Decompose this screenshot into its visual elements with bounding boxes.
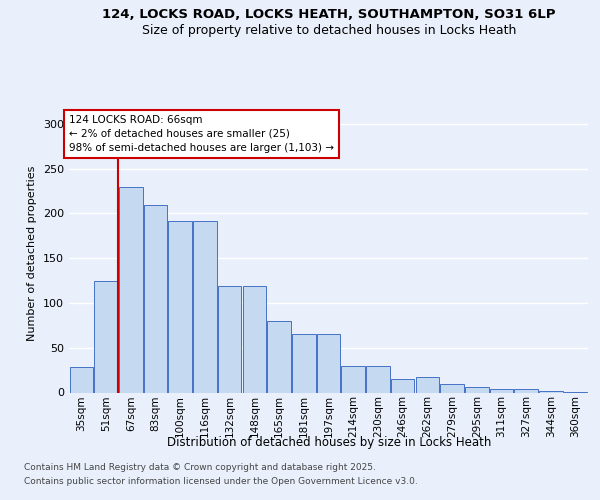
Bar (242, 286, 266, 393)
Bar (144, 204, 167, 392)
Text: Contains public sector information licensed under the Open Government Licence v3: Contains public sector information licen… (24, 477, 418, 486)
Bar (169, 220, 192, 392)
Bar (218, 286, 241, 393)
Bar (94, 280, 118, 392)
Text: Size of property relative to detached houses in Locks Heath: Size of property relative to detached ho… (142, 24, 516, 37)
Text: Contains HM Land Registry data © Crown copyright and database right 2025.: Contains HM Land Registry data © Crown c… (24, 464, 376, 472)
Bar (341, 366, 365, 392)
Y-axis label: Number of detached properties: Number of detached properties (28, 166, 37, 342)
Bar (193, 220, 217, 392)
Bar (539, 390, 563, 392)
Bar (292, 334, 316, 392)
Text: 124, LOCKS ROAD, LOCKS HEATH, SOUTHAMPTON, SO31 6LP: 124, LOCKS ROAD, LOCKS HEATH, SOUTHAMPTO… (102, 8, 556, 22)
Bar (514, 389, 538, 392)
Bar (440, 384, 464, 392)
Bar (490, 389, 513, 392)
Bar (119, 186, 143, 392)
Bar (391, 379, 415, 392)
Bar (366, 366, 389, 392)
Bar (416, 378, 439, 392)
Text: 124 LOCKS ROAD: 66sqm
← 2% of detached houses are smaller (25)
98% of semi-detac: 124 LOCKS ROAD: 66sqm ← 2% of detached h… (69, 115, 334, 153)
Bar (465, 387, 488, 392)
Text: Distribution of detached houses by size in Locks Heath: Distribution of detached houses by size … (167, 436, 491, 449)
Bar (70, 368, 93, 392)
Bar (317, 334, 340, 392)
Bar (268, 321, 291, 392)
